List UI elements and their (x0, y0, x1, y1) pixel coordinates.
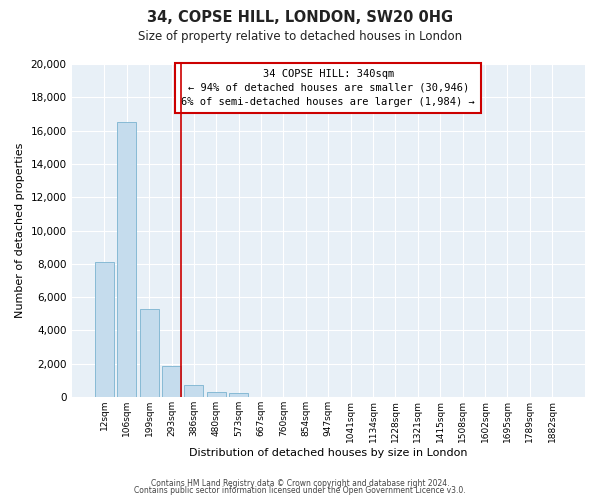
Text: Contains public sector information licensed under the Open Government Licence v3: Contains public sector information licen… (134, 486, 466, 495)
Text: Size of property relative to detached houses in London: Size of property relative to detached ho… (138, 30, 462, 43)
Bar (207, 392, 226, 397)
Bar (162, 366, 181, 397)
Bar (95, 262, 114, 397)
Bar (140, 309, 158, 397)
Bar (184, 384, 203, 397)
Text: 34 COPSE HILL: 340sqm
← 94% of detached houses are smaller (30,946)
6% of semi-d: 34 COPSE HILL: 340sqm ← 94% of detached … (181, 69, 475, 107)
Bar (229, 393, 248, 397)
X-axis label: Distribution of detached houses by size in London: Distribution of detached houses by size … (189, 448, 467, 458)
Text: 34, COPSE HILL, LONDON, SW20 0HG: 34, COPSE HILL, LONDON, SW20 0HG (147, 10, 453, 25)
Bar (117, 122, 136, 397)
Text: Contains HM Land Registry data © Crown copyright and database right 2024.: Contains HM Land Registry data © Crown c… (151, 478, 449, 488)
Y-axis label: Number of detached properties: Number of detached properties (15, 143, 25, 318)
